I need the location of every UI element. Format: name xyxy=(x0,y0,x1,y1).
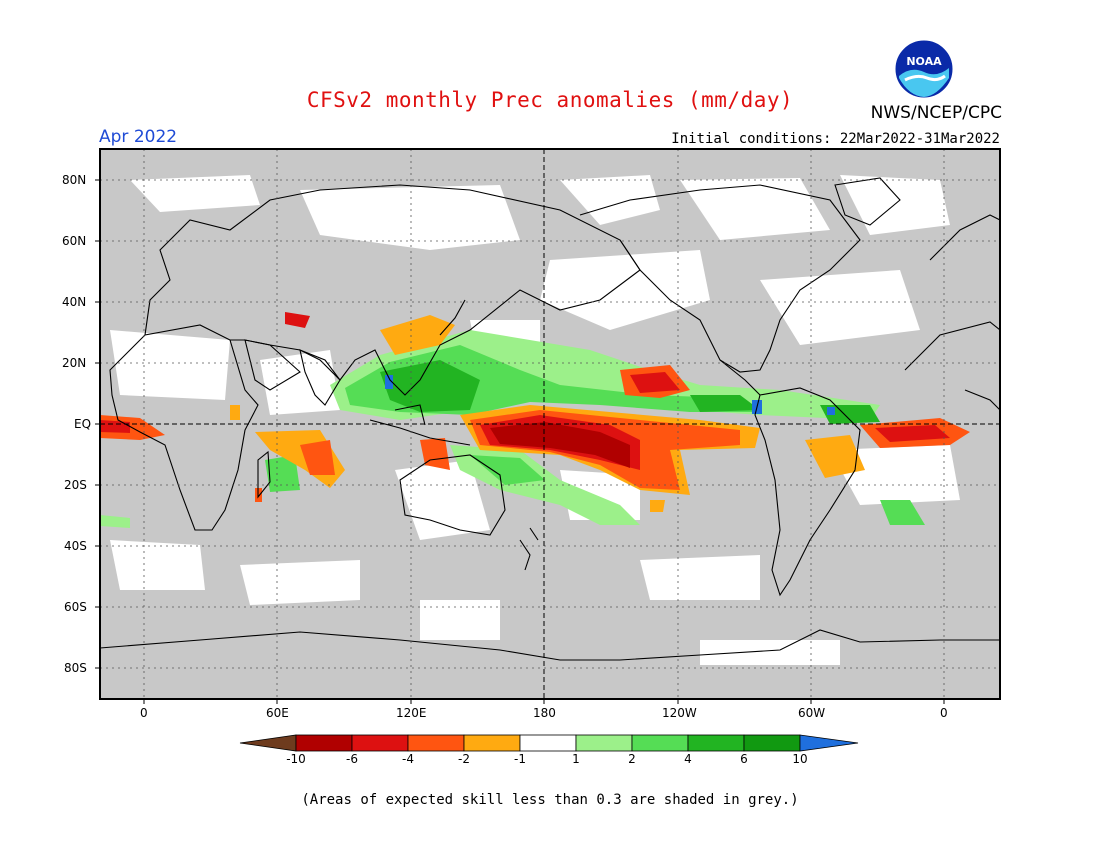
colorbar-end-high xyxy=(799,734,859,752)
colorbar-swatch xyxy=(631,734,689,752)
dry-anomaly-areas xyxy=(100,312,970,512)
graticule xyxy=(100,149,1000,699)
colorbar-swatch xyxy=(407,734,465,752)
colorbar-swatch xyxy=(743,734,801,752)
lon-label-180: 180 xyxy=(533,706,556,720)
colorbar-label: -4 xyxy=(402,752,414,766)
agency-label: NWS/NCEP/CPC xyxy=(870,103,1002,123)
lon-label-0-west: 0 xyxy=(140,706,148,720)
colorbar-label: -10 xyxy=(286,752,306,766)
colorbar-label: 6 xyxy=(740,752,748,766)
colorbar-label: 2 xyxy=(628,752,636,766)
lat-label-20n: 20N xyxy=(62,356,87,370)
lat-label-40n: 40N xyxy=(62,295,87,309)
colorbar-label: -6 xyxy=(346,752,358,766)
colorbar-swatch xyxy=(687,734,745,752)
lon-label-60w: 60W xyxy=(798,706,826,720)
colorbar-swatch xyxy=(519,734,577,752)
lon-label-0-east: 0 xyxy=(940,706,948,720)
colorbar-end-low xyxy=(239,734,297,752)
lat-label-20s: 20S xyxy=(64,478,87,492)
lon-label-120e: 120E xyxy=(396,706,427,720)
lat-label-60n: 60N xyxy=(62,234,87,248)
lat-label-eq: EQ xyxy=(74,417,92,431)
lon-label-120w: 120W xyxy=(662,706,697,720)
lat-label-80s: 80S xyxy=(64,661,87,675)
logo-text: NOAA xyxy=(906,55,942,68)
skill-footnote: (Areas of expected skill less than 0.3 a… xyxy=(301,792,799,808)
axis-ticks xyxy=(95,179,945,704)
colorbar xyxy=(239,734,859,752)
colorbar-label: 10 xyxy=(792,752,808,766)
lat-label-80n: 80N xyxy=(62,173,87,187)
noaa-logo: NOAA xyxy=(894,39,954,99)
colorbar-label: 1 xyxy=(572,752,580,766)
colorbar-swatch xyxy=(463,734,521,752)
forecast-month: Apr 2022 xyxy=(99,127,178,147)
equator-dateline xyxy=(100,149,1000,699)
colorbar-swatch xyxy=(575,734,633,752)
colorbar-label: -2 xyxy=(458,752,470,766)
colorbar-label: 4 xyxy=(684,752,692,766)
colorbar-swatch xyxy=(351,734,409,752)
lat-label-40s: 40S xyxy=(64,539,87,553)
coastlines xyxy=(100,177,1000,661)
initial-conditions: Initial conditions: 22Mar2022-31Mar2022 xyxy=(671,131,1000,147)
lon-label-60e: 60E xyxy=(266,706,289,720)
chart-title: CFSv2 monthly Prec anomalies (mm/day) xyxy=(306,88,794,112)
colorbar-swatch xyxy=(295,734,353,752)
lat-label-60s: 60S xyxy=(64,600,87,614)
colorbar-label: -1 xyxy=(514,752,526,766)
